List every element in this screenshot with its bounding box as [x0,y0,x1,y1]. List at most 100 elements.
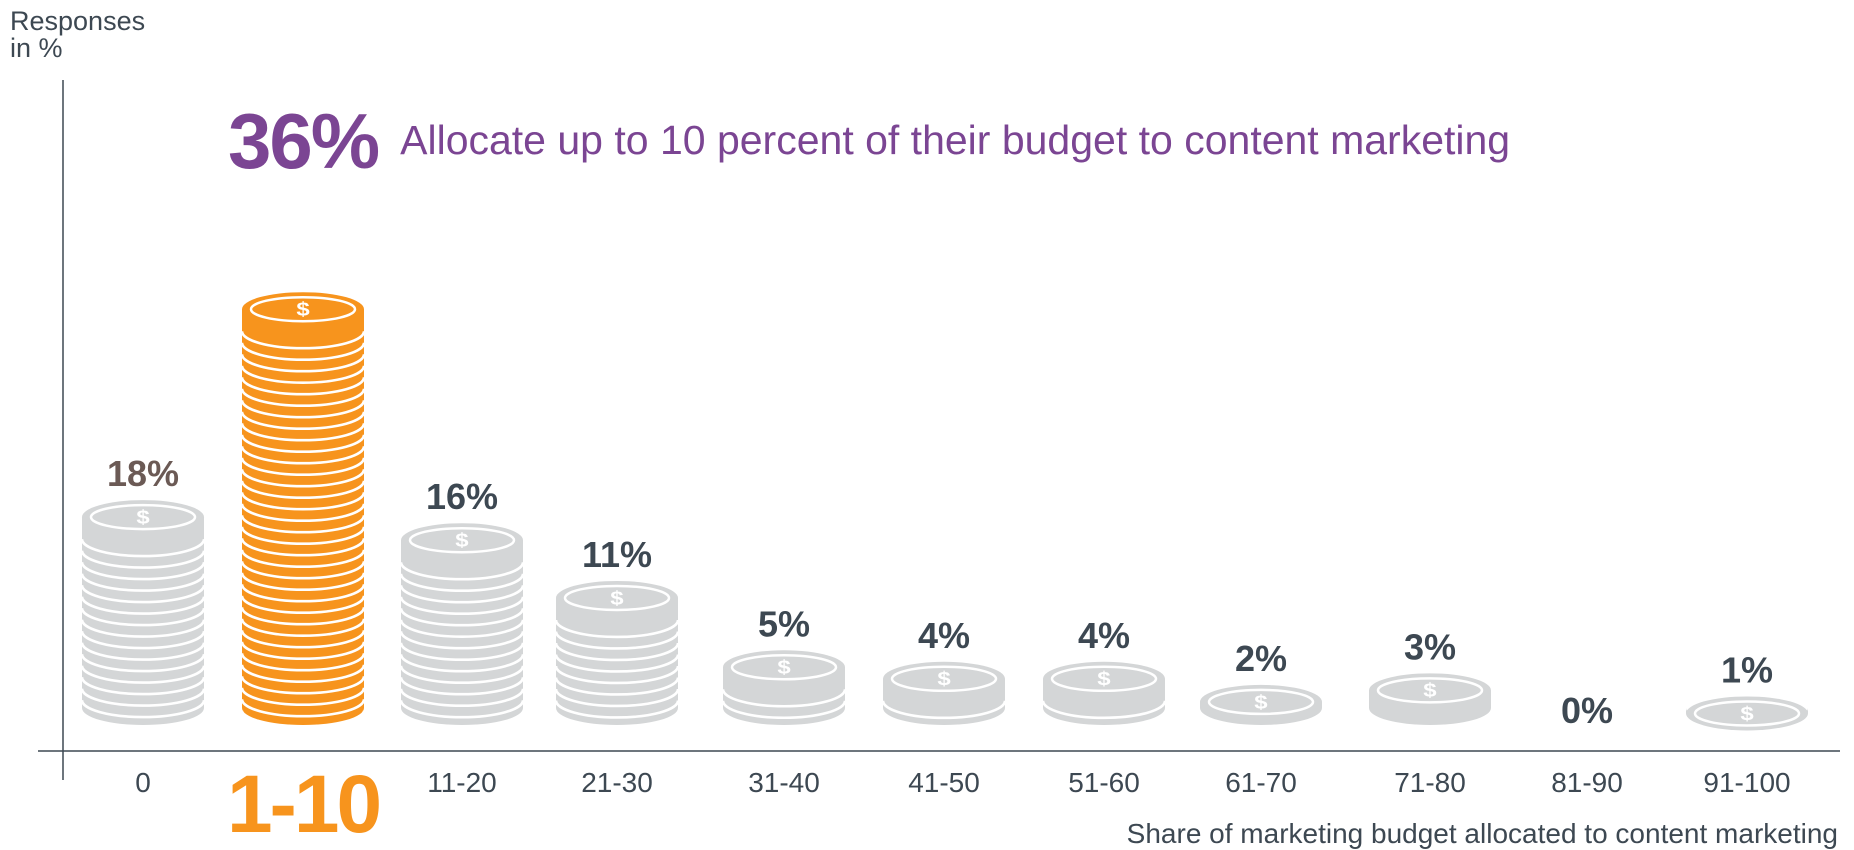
coin-edge [399,596,525,615]
x-axis-label: Share of marketing budget allocated to c… [1126,818,1838,849]
coin-edge [554,688,680,708]
coin-edge [399,631,525,650]
coin-edge [240,607,366,626]
headline-text: Allocate up to 10 percent of their budge… [400,117,1511,163]
coin-edge [240,331,366,350]
category-label: 61-70 [1225,767,1297,798]
coin-edge [240,676,366,695]
coin-edge [80,653,206,673]
category-label: 0 [135,767,151,798]
y-axis-label: Responses in % [10,8,145,62]
dollar-icon: $ [296,298,309,320]
coin-edge [240,572,366,591]
value-label: 2% [1235,638,1287,679]
coin-edge [240,710,366,729]
coin-edge [399,642,525,661]
coin-edge [80,584,206,604]
coin-edge [399,700,525,719]
coin-top-ring [1050,665,1158,693]
coin-edge [80,607,206,627]
coin-edge [240,423,366,442]
coin-top-ring [1693,700,1801,727]
coin-edge [554,665,680,685]
headline: 36% Allocate up to 10 percent of their bu… [228,96,1510,187]
coin-edge [80,538,206,558]
coin-edge [80,573,206,592]
coin-stack: $ [1200,684,1322,725]
value-label: 16% [426,476,498,517]
coin-edge [240,595,366,614]
coin-top-ring [1376,677,1484,704]
coin-edge [80,561,206,581]
value-label: 11% [582,534,652,575]
coin-edge [80,699,206,719]
category-label: 1-10 [227,759,380,849]
coin-edge [80,688,206,707]
coin-edge [240,538,366,557]
category-label: 81-90 [1551,767,1623,798]
coin-edge [240,457,366,476]
coin-edge [240,480,366,499]
category-label: 21-30 [581,767,653,798]
value-label: 4% [918,615,970,656]
coin-edge [240,492,366,511]
coin-edge [554,711,680,731]
coin-stack: $ [1686,696,1808,731]
coin-edge [240,664,366,683]
coin-edge [399,585,525,604]
coin-edge [399,677,525,696]
coin-edge [240,618,366,637]
coin-edge [80,665,206,684]
coin-edge [399,688,525,707]
coin-edge [240,630,366,649]
coin-edge [80,642,206,661]
coin-edge [399,573,525,592]
coin-edge [881,700,1007,720]
coin-edge [721,712,847,731]
coin-top-ring [730,654,838,681]
category-label: 11-20 [427,767,497,798]
coin-edge [240,699,366,718]
coin-edge [399,654,525,673]
coin-edge [240,342,366,361]
coin-edge [240,388,366,407]
coin-top-ring [563,584,671,612]
coin-edge [80,630,206,650]
value-label: 1% [1721,649,1773,690]
coin-top-ring [408,526,516,554]
coin-edge [240,354,366,373]
coin-edge [399,562,525,581]
coin-stack-body [82,517,204,725]
value-label: 0% [1561,690,1613,731]
category-label: 51-60 [1068,767,1140,798]
dollar-icon: $ [610,587,623,609]
coin-edge [399,608,525,627]
coin-stack: $ [721,650,847,731]
coin-stack: $ [240,292,366,729]
value-label: 5% [758,603,810,644]
coin-stack: $ [881,661,1007,731]
coin-edge [240,377,366,396]
coin-top-ring [249,295,357,323]
dollar-icon: $ [1423,679,1436,701]
coin-edge [554,642,680,662]
coin-stack: $ [554,580,680,731]
coin-edge [554,631,680,650]
dollar-icon: $ [937,668,950,690]
coin-edge [240,641,366,660]
coin-edge [240,584,366,603]
coin-stack: $ [1041,661,1167,731]
dollar-icon: $ [1097,668,1110,690]
coin-edge [240,434,366,453]
coin-stack: $ [80,500,206,730]
coin-edge [80,550,206,569]
coin-stack: $ [399,523,525,730]
dollar-icon: $ [455,529,468,551]
coin-edge [240,446,366,465]
coin-edge [240,365,366,384]
coin-edge [554,619,680,639]
coin-edge [240,561,366,580]
coin-edge [881,712,1007,731]
coin-edge [80,711,206,730]
